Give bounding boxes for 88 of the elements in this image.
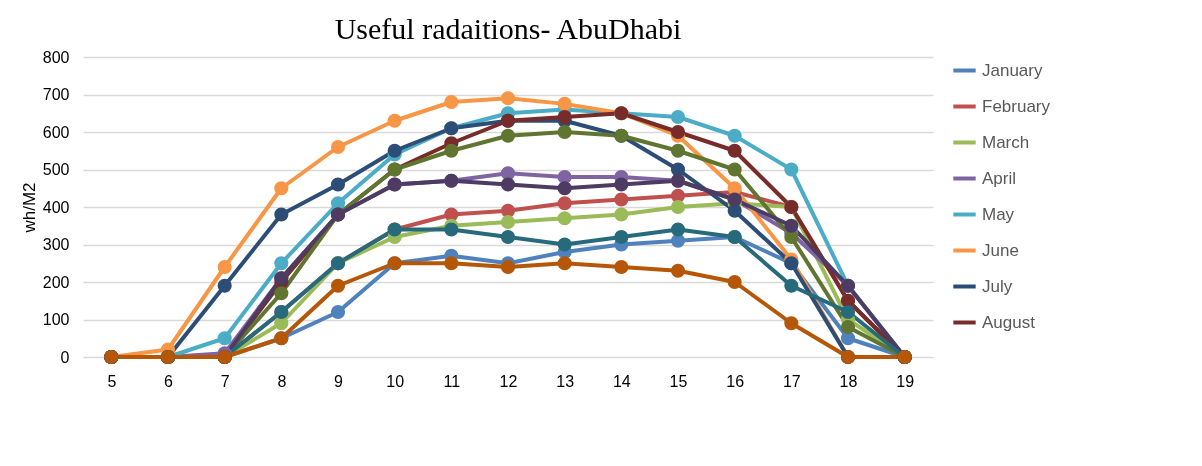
x-tick-label: 9 bbox=[334, 372, 344, 390]
point bbox=[330, 304, 346, 320]
point bbox=[670, 222, 686, 237]
x-tick-label: 16 bbox=[726, 372, 745, 390]
point bbox=[614, 259, 629, 275]
point bbox=[217, 331, 232, 346]
point bbox=[784, 218, 799, 233]
x-tick-label: 18 bbox=[839, 372, 858, 390]
x-tick-label: 19 bbox=[896, 372, 915, 390]
point bbox=[500, 177, 516, 192]
point bbox=[444, 222, 459, 237]
point bbox=[444, 256, 459, 271]
point bbox=[727, 143, 742, 158]
point bbox=[330, 139, 346, 155]
x-tick-label: 15 bbox=[669, 372, 688, 390]
point bbox=[387, 143, 402, 158]
y-tick-label: 400 bbox=[42, 198, 70, 216]
legend-label: January bbox=[982, 60, 1043, 80]
point bbox=[727, 128, 742, 143]
point bbox=[274, 286, 289, 301]
x-tick-label: 5 bbox=[107, 372, 117, 390]
point bbox=[670, 233, 686, 248]
y-tick-label: 700 bbox=[42, 86, 70, 103]
point bbox=[670, 143, 686, 158]
point bbox=[557, 124, 572, 140]
point bbox=[387, 113, 402, 128]
point bbox=[557, 237, 572, 252]
point bbox=[500, 91, 516, 106]
x-tick-label: 12 bbox=[499, 372, 518, 390]
y-tick-label: 100 bbox=[42, 311, 70, 328]
point bbox=[330, 278, 346, 293]
chart-title: Useful radaitions- AbuDhabi bbox=[334, 12, 682, 45]
point bbox=[784, 162, 799, 177]
point bbox=[444, 94, 459, 110]
point bbox=[727, 274, 742, 290]
point bbox=[500, 214, 516, 230]
point bbox=[727, 162, 742, 177]
point bbox=[784, 278, 799, 293]
point bbox=[557, 96, 572, 111]
point bbox=[840, 304, 856, 320]
point bbox=[670, 199, 686, 215]
point bbox=[500, 259, 516, 275]
y-tick-label: 500 bbox=[42, 161, 70, 178]
point bbox=[614, 229, 629, 245]
point bbox=[274, 256, 289, 271]
point bbox=[330, 177, 346, 192]
point bbox=[500, 229, 516, 245]
point bbox=[670, 263, 686, 278]
legend-label: May bbox=[982, 204, 1015, 224]
point bbox=[274, 207, 289, 222]
point bbox=[670, 109, 686, 125]
y-tick-label: 0 bbox=[60, 348, 70, 366]
point bbox=[557, 109, 572, 125]
point bbox=[444, 143, 459, 158]
point bbox=[557, 181, 572, 196]
x-tick-label: 14 bbox=[612, 372, 631, 390]
x-tick-label: 11 bbox=[443, 372, 461, 390]
point bbox=[614, 177, 629, 192]
x-tick-label: 6 bbox=[164, 372, 174, 390]
point bbox=[330, 196, 346, 211]
point bbox=[500, 128, 516, 143]
y-tick-label: 200 bbox=[42, 273, 70, 291]
x-tick-label: 10 bbox=[386, 372, 405, 390]
x-tick-label: 17 bbox=[782, 372, 801, 390]
y-axis-title: wh/M2 bbox=[19, 182, 39, 234]
point bbox=[614, 207, 629, 222]
legend-label: June bbox=[982, 240, 1019, 260]
point bbox=[784, 316, 799, 331]
x-tick-label: 8 bbox=[277, 372, 287, 390]
y-tick-label: 300 bbox=[42, 236, 70, 253]
point bbox=[670, 124, 686, 140]
y-tick-label: 600 bbox=[42, 123, 70, 141]
x-tick-label: 13 bbox=[556, 372, 575, 390]
legend-label: February bbox=[982, 96, 1051, 116]
legend-label: March bbox=[982, 132, 1030, 152]
point bbox=[217, 278, 232, 293]
point bbox=[840, 319, 856, 335]
legend-label: July bbox=[982, 276, 1013, 296]
legend-label: April bbox=[982, 168, 1017, 188]
y-tick-label: 800 bbox=[42, 48, 70, 66]
point bbox=[557, 256, 572, 271]
x-tick-label: 7 bbox=[220, 372, 230, 390]
legend-label: August bbox=[982, 312, 1036, 332]
point bbox=[614, 192, 629, 207]
point bbox=[274, 181, 289, 196]
point bbox=[557, 211, 572, 226]
point bbox=[217, 259, 232, 275]
point bbox=[557, 196, 572, 211]
